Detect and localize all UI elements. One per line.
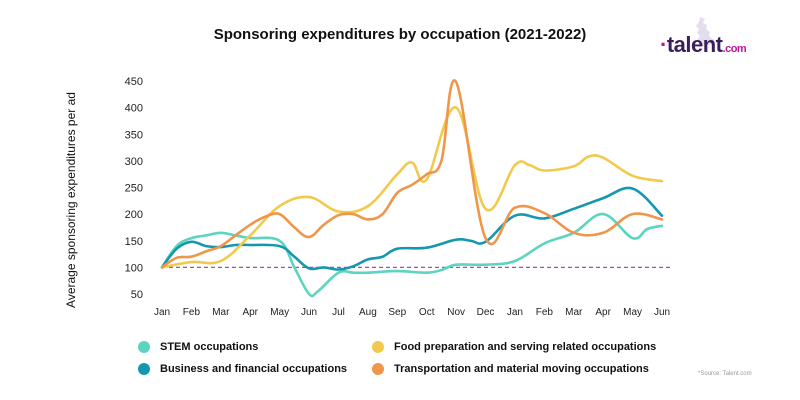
x-tick-label: May: [270, 307, 289, 318]
x-tick-label: Apr: [242, 307, 258, 318]
x-tick-label: Jan: [507, 307, 523, 318]
y-tick-label: 300: [125, 156, 143, 168]
series-line-stem-occupations: [160, 212, 664, 298]
x-tick-label: Jun: [301, 307, 317, 318]
x-axis-ticks: Jan Feb Mar Apr May Jun Jul Aug Sep Oct Nov Dec Jan F…: [154, 307, 670, 318]
y-tick-label: 50: [131, 289, 143, 301]
x-tick-label: Oct: [419, 307, 435, 318]
x-tick-label: Mar: [212, 307, 230, 318]
x-tick-label: Nov: [447, 307, 465, 318]
x-tick-label: Aug: [359, 307, 377, 318]
source-note: *Source: Talent.com: [698, 371, 752, 377]
y-tick-label: 400: [125, 103, 143, 115]
x-tick-label: Jul: [332, 307, 345, 318]
y-axis-ticks: 50 100 150 200 250 300 350 400 450: [125, 76, 143, 301]
x-tick-label: Sep: [388, 307, 406, 318]
x-tick-label: Dec: [477, 307, 495, 318]
logo-name: talent: [666, 32, 723, 57]
talent-logo: ·talent.com: [660, 17, 770, 60]
x-tick-label: Jun: [654, 307, 670, 318]
y-tick-label: 450: [125, 76, 143, 88]
logo-suffix: .com: [722, 43, 747, 55]
x-tick-label: Apr: [595, 307, 611, 318]
y-tick-label: 100: [125, 262, 143, 274]
x-tick-label: Feb: [183, 307, 201, 318]
series-line-transportation-and-material-moving-occupations: [160, 79, 664, 269]
x-tick-label: May: [623, 307, 642, 318]
y-tick-label: 350: [125, 129, 143, 141]
y-axis-label: Average sponsoring expenditures per ad: [64, 92, 78, 308]
x-tick-label: Feb: [536, 307, 554, 318]
series-lines: [160, 79, 664, 298]
y-tick-label: 250: [125, 183, 143, 195]
x-tick-label: Mar: [565, 307, 583, 318]
x-tick-label: Jan: [154, 307, 170, 318]
y-tick-label: 200: [125, 209, 143, 221]
series-line-food-preparation-and-serving-related-occupations: [160, 106, 664, 269]
uk-map-icon: [696, 17, 714, 47]
chart-title: Sponsoring expenditures by occupation (2…: [213, 26, 587, 43]
logo-dot: ·: [660, 32, 667, 57]
series-line-business-and-financial-occupations: [160, 186, 664, 271]
y-tick-label: 150: [125, 236, 143, 248]
